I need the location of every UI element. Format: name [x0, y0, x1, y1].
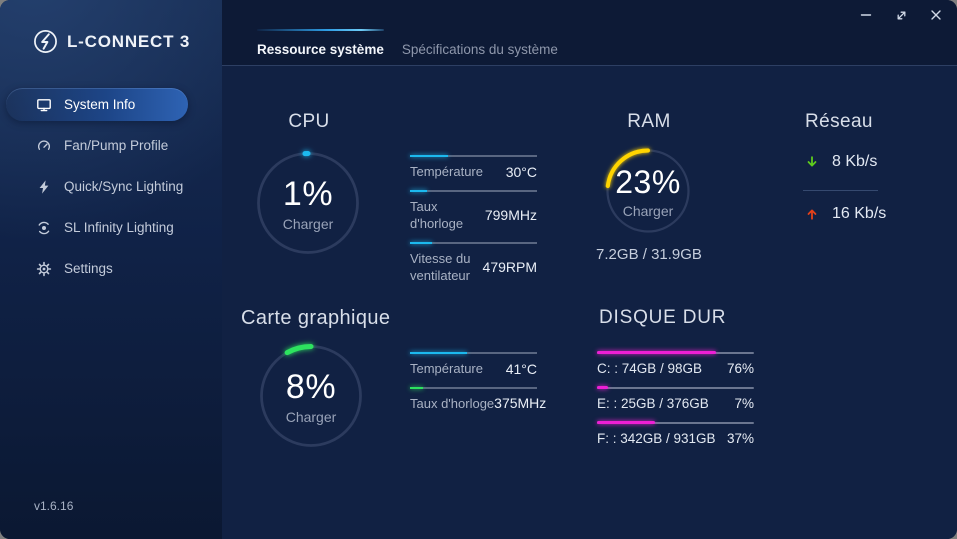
ram-load-label: Charger: [622, 202, 674, 219]
app-title: L-CONNECT 3: [67, 31, 191, 51]
sidebar-item-label: Fan/Pump Profile: [64, 138, 169, 153]
ram-load-value: 23%: [615, 163, 681, 200]
gpu-clock-row: Taux d'horloge 375MHz: [410, 386, 546, 422]
disk-usage-bar: [597, 386, 754, 389]
cpu-load-value: 1%: [282, 174, 334, 213]
system-resource-panel: CPU 1% Charger Température 30°C Taux d': [222, 66, 957, 539]
monitor-icon: [37, 98, 51, 111]
network-upload-row: 16 Kb/s: [805, 205, 886, 223]
disk-usage-bar: [597, 351, 754, 354]
lian-li-logo-icon: [34, 30, 57, 53]
gpu-stats: Température 41°C Taux d'horloge 375MHz: [410, 352, 546, 422]
sidebar-item-system-info[interactable]: System Info: [6, 88, 188, 121]
version-text: v1.6.16: [34, 499, 74, 513]
app-logo: L-CONNECT 3: [33, 29, 190, 54]
lightning-icon: [39, 179, 49, 194]
fan-ring-icon: [37, 221, 51, 234]
close-icon: [931, 10, 941, 20]
disk-section-title: DISQUE DUR: [599, 307, 727, 328]
cpu-fan-speed-row: Vitesse du ventilateur 479RPM: [410, 241, 537, 294]
gpu-temperature-row: Température 41°C: [410, 352, 537, 387]
sidebar-item-label: System Info: [64, 97, 136, 112]
disk-label: E: : 25GB / 376GB: [597, 396, 709, 411]
network-divider: [803, 190, 878, 191]
cpu-load-gauge: 1% Charger: [253, 148, 363, 258]
tab-ressource-systeme[interactable]: Ressource système: [257, 29, 384, 57]
ram-load-gauge: 23% Charger: [603, 146, 693, 236]
network-download-row: 8 Kb/s: [805, 153, 877, 171]
disk-row-c: C: : 74GB / 98GB 76%: [597, 351, 754, 376]
gpu-load-value: 8%: [285, 367, 337, 406]
download-speed: 8 Kb/s: [832, 153, 878, 170]
sidebar-item-quick-sync-lighting[interactable]: Quick/Sync Lighting: [6, 170, 188, 203]
disk-label: C: : 74GB / 98GB: [597, 361, 703, 376]
close-button[interactable]: [929, 8, 943, 22]
topbar: Ressource système Spécifications du syst…: [222, 0, 957, 66]
disk-row-f: F: : 342GB / 931GB 37%: [597, 421, 754, 446]
ram-section-title: RAM: [627, 111, 671, 132]
gpu-load-label: Charger: [285, 408, 337, 425]
cpu-section-title: CPU: [288, 111, 330, 132]
upload-arrow-icon: [807, 209, 817, 220]
disk-row-e: E: : 25GB / 376GB 7%: [597, 386, 754, 411]
resize-icon: [897, 11, 905, 19]
disk-list: C: : 74GB / 98GB 76% E: : 25GB / 376GB 7…: [597, 351, 754, 446]
minimize-button[interactable]: [859, 8, 873, 22]
cpu-stats: Température 30°C Taux d'horloge 799MHz V…: [410, 155, 537, 294]
gear-icon: [36, 261, 52, 276]
disk-label: F: : 342GB / 931GB: [597, 431, 716, 446]
cpu-temperature-row: Température 30°C: [410, 155, 537, 190]
ram-usage-text: 7.2GB / 31.9GB: [596, 246, 702, 263]
cpu-load-label: Charger: [282, 215, 334, 232]
window-controls: [859, 8, 943, 22]
upload-speed: 16 Kb/s: [832, 205, 887, 222]
gpu-load-gauge: 8% Charger: [256, 341, 366, 451]
gpu-section-title: Carte graphique: [241, 307, 391, 329]
sidebar-item-settings[interactable]: Settings: [6, 252, 188, 285]
gauge-icon: [37, 139, 51, 150]
sidebar-item-label: Settings: [64, 261, 113, 276]
disk-percent: 76%: [726, 361, 754, 376]
sidebar-item-label: Quick/Sync Lighting: [64, 179, 184, 194]
sidebar-item-sl-infinity-lighting[interactable]: SL Infinity Lighting: [6, 211, 188, 244]
disk-percent: 7%: [734, 396, 754, 411]
minimize-icon: [860, 14, 872, 16]
disk-percent: 37%: [726, 431, 754, 446]
maximize-button[interactable]: [894, 8, 908, 22]
tab-bar: Ressource système Spécifications du syst…: [257, 29, 558, 57]
network-section-title: Réseau: [805, 111, 873, 132]
sidebar: L-CONNECT 3 System Info Fan/Pump Profile…: [0, 0, 222, 539]
sidebar-item-fan-pump-profile[interactable]: Fan/Pump Profile: [6, 129, 188, 162]
cpu-clock-row: Taux d'horloge 799MHz: [410, 189, 537, 242]
disk-usage-bar: [597, 421, 754, 424]
tab-specifications-du-systeme[interactable]: Spécifications du système: [401, 42, 558, 57]
download-arrow-icon: [807, 156, 817, 167]
sidebar-item-label: SL Infinity Lighting: [64, 220, 174, 235]
